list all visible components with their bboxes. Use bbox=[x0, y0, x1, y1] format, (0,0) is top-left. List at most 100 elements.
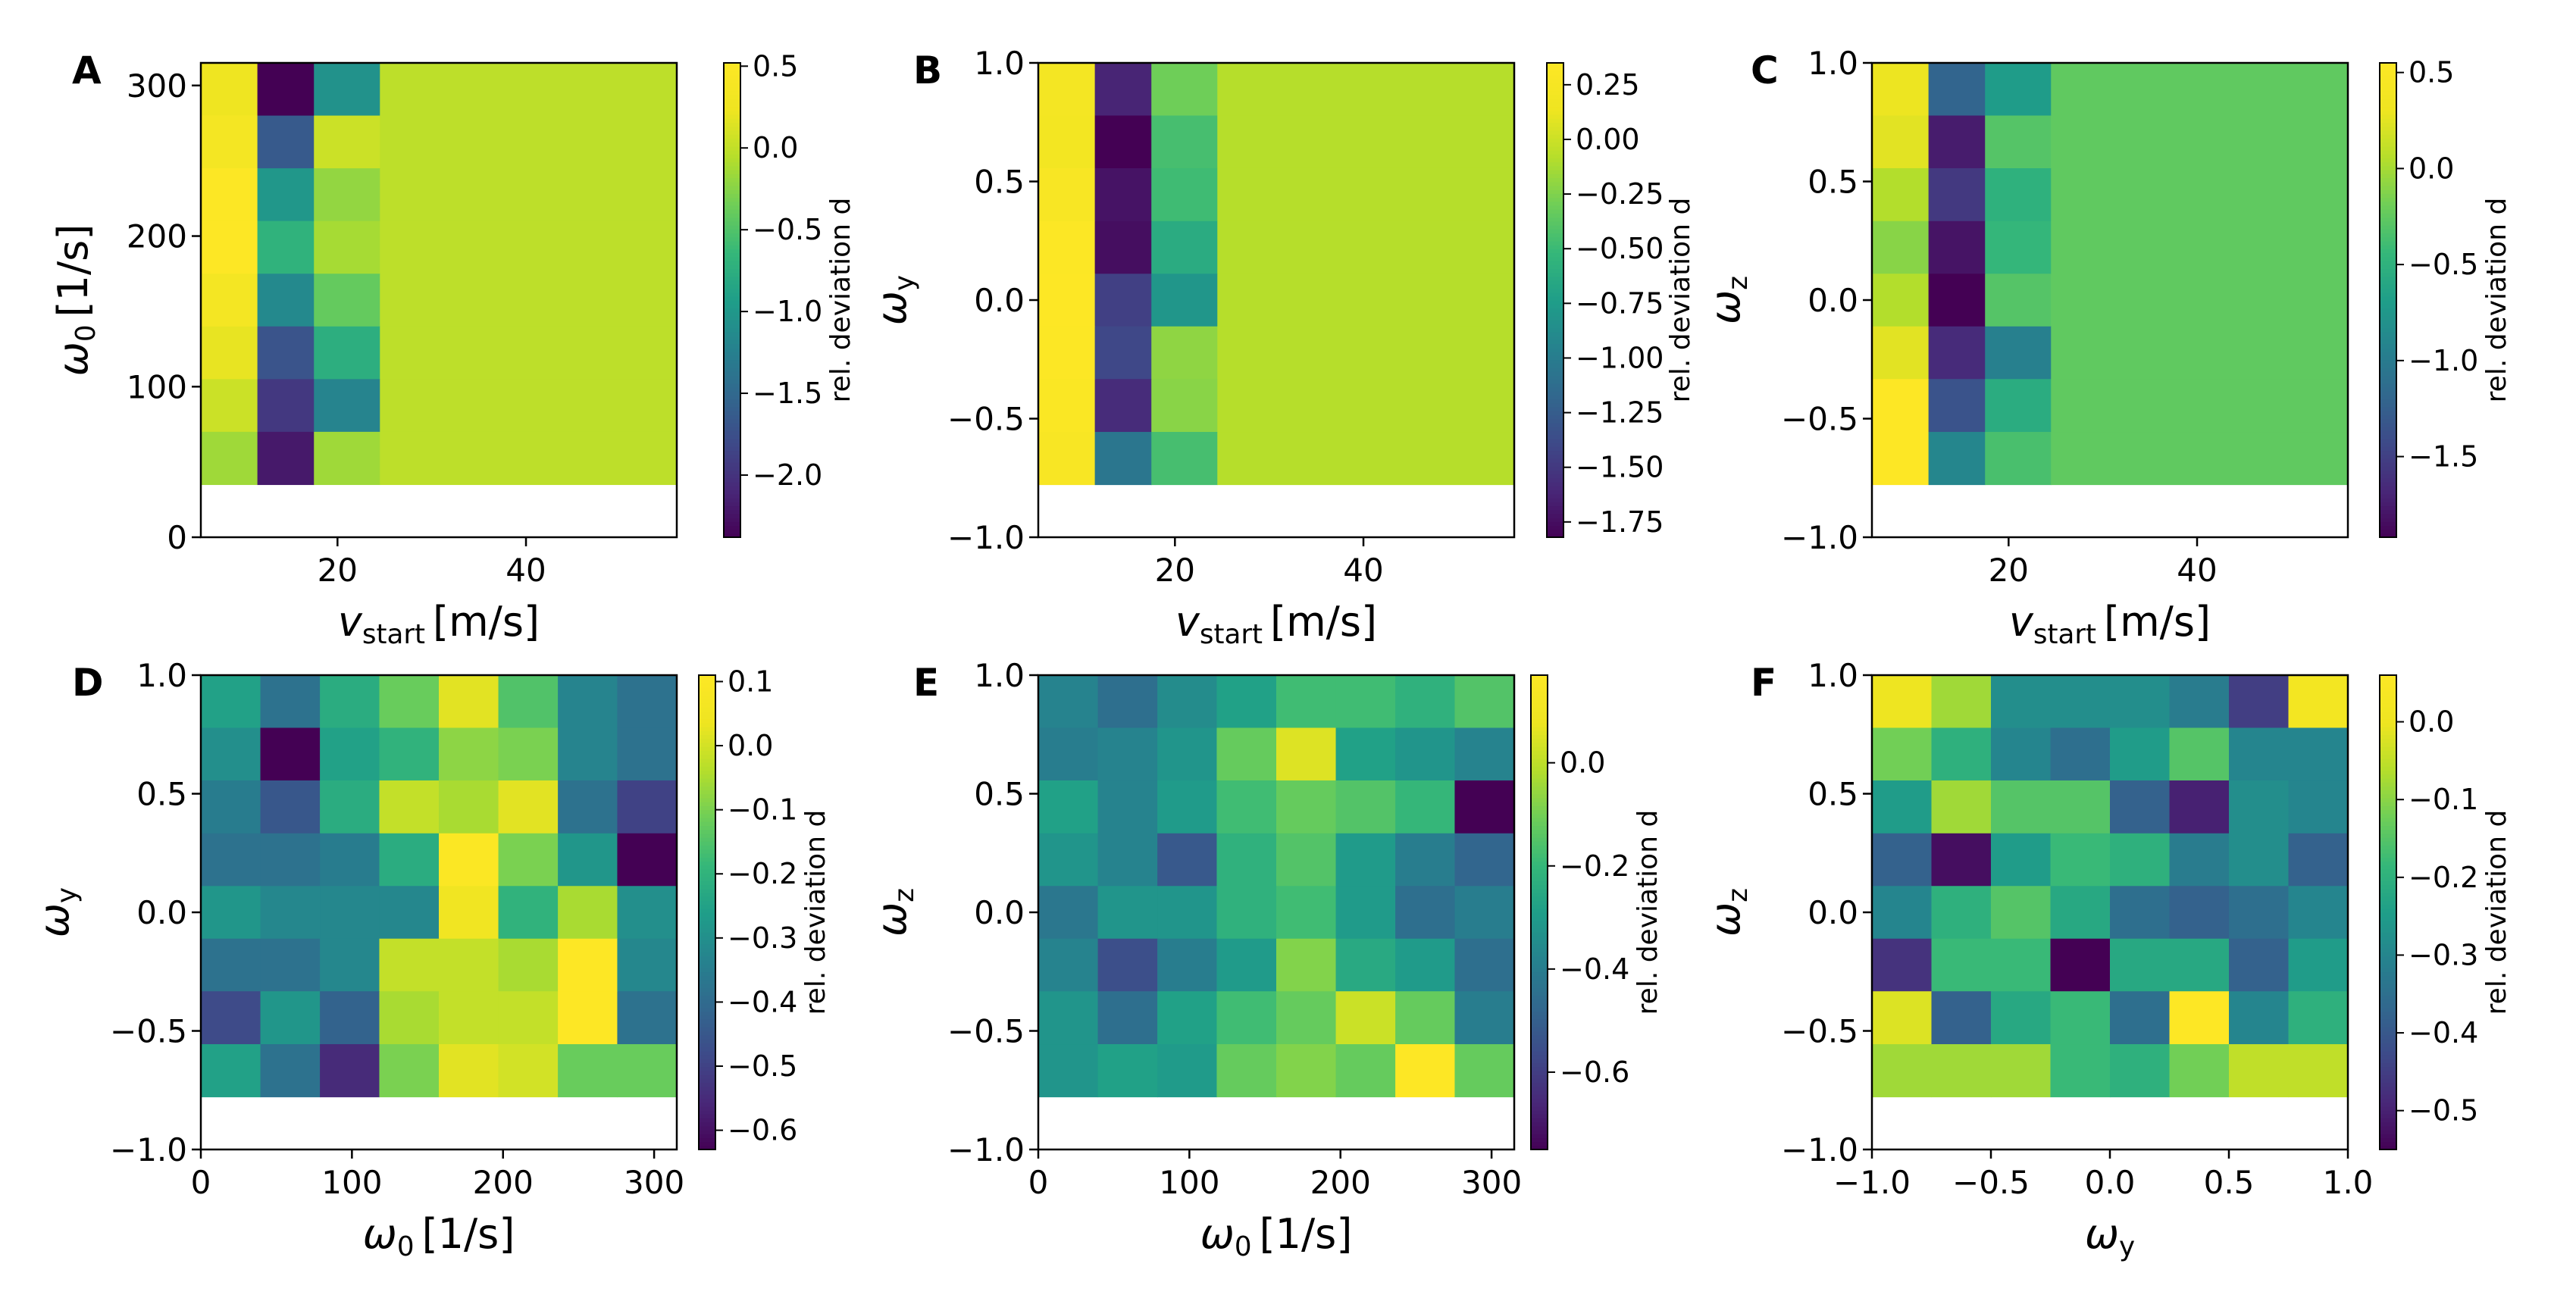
colorbar-segment bbox=[2380, 264, 2396, 270]
heatmap-cell bbox=[1395, 675, 1456, 729]
colorbar-segment bbox=[2380, 916, 2396, 921]
heatmap-cell bbox=[439, 727, 499, 781]
heatmap-cell bbox=[2110, 886, 2171, 940]
colorbar-segment bbox=[1531, 1134, 1548, 1139]
heatmap-cell bbox=[2110, 675, 2171, 729]
colorbar-segment bbox=[1547, 213, 1563, 218]
colorbar-segment bbox=[1547, 217, 1563, 222]
colorbar-segment bbox=[699, 1027, 715, 1032]
heatmap-cell bbox=[1216, 938, 1277, 992]
colorbar-segment bbox=[2380, 315, 2396, 321]
heatmap-cell bbox=[558, 727, 618, 781]
heatmap-cell bbox=[1038, 833, 1099, 887]
colorbar-tick-label: −2.0 bbox=[753, 458, 822, 492]
colorbar-segment bbox=[2380, 675, 2396, 680]
colorbar-segment bbox=[699, 1102, 715, 1107]
colorbar-segment bbox=[1547, 521, 1563, 527]
heatmap-cell bbox=[498, 727, 559, 781]
heatmap-cell bbox=[1276, 938, 1337, 992]
heatmap-cell bbox=[1216, 833, 1277, 887]
colorbar-segment bbox=[724, 142, 740, 147]
colorbar-segment bbox=[1531, 924, 1548, 929]
colorbar-segment bbox=[699, 1098, 715, 1103]
colorbar-tick-label: −0.2 bbox=[2409, 861, 2478, 894]
colorbar-segment bbox=[2380, 999, 2396, 1004]
colorbar-segment bbox=[1547, 138, 1563, 143]
colorbar-segment bbox=[699, 1137, 715, 1143]
colorbar-segment bbox=[724, 249, 740, 254]
colorbar-segment bbox=[724, 272, 740, 277]
heatmap-cells bbox=[201, 63, 678, 486]
heatmap-cell bbox=[498, 833, 559, 887]
colorbar-segment bbox=[1531, 1086, 1548, 1091]
heatmap-cell bbox=[1872, 938, 1933, 992]
colorbar-segment bbox=[699, 1134, 715, 1139]
colorbar-segment bbox=[2380, 509, 2396, 515]
colorbar-segment bbox=[724, 359, 740, 364]
colorbar-segment bbox=[1547, 288, 1563, 293]
colorbar-segment bbox=[2380, 268, 2396, 274]
colorbar-segment bbox=[699, 845, 715, 850]
colorbar-segment bbox=[2380, 786, 2396, 791]
colorbar-segment bbox=[2380, 426, 2396, 431]
colorbar-segment bbox=[2380, 963, 2396, 968]
colorbar-tick-label: −1.5 bbox=[2409, 440, 2478, 474]
colorbar-segment bbox=[724, 434, 740, 439]
heatmap-cell bbox=[1097, 833, 1158, 887]
colorbar-segment bbox=[2380, 936, 2396, 941]
colorbar-segment bbox=[1547, 122, 1563, 127]
colorbar-segment bbox=[1547, 233, 1563, 238]
colorbar-segment bbox=[724, 335, 740, 340]
colorbar-segment bbox=[724, 122, 740, 127]
colorbar-segment bbox=[699, 1046, 715, 1052]
colorbar-segment bbox=[699, 849, 715, 854]
colorbar-segment bbox=[1531, 877, 1548, 882]
y-axis-label: ωz bbox=[1701, 888, 1754, 937]
colorbar-segment bbox=[699, 865, 715, 870]
colorbar-segment bbox=[1531, 1106, 1548, 1111]
heatmap-cell bbox=[2229, 727, 2290, 781]
colorbar-segment bbox=[2380, 884, 2396, 890]
colorbar-segment bbox=[2380, 971, 2396, 977]
colorbar-segment bbox=[724, 224, 740, 230]
colorbar-segment bbox=[1531, 884, 1548, 890]
heatmap-cell bbox=[201, 1044, 261, 1098]
colorbar-segment bbox=[1531, 734, 1548, 740]
colorbar-segment bbox=[1547, 355, 1563, 361]
colorbar-segment bbox=[2380, 256, 2396, 261]
colorbar-segment bbox=[724, 260, 740, 265]
heatmap-cell bbox=[1985, 167, 2052, 222]
colorbar-segment bbox=[1531, 706, 1548, 712]
heatmap-cell bbox=[1151, 167, 1218, 222]
colorbar-segment bbox=[1531, 825, 1548, 830]
colorbar-segment bbox=[2380, 213, 2396, 218]
colorbar-segment bbox=[1531, 774, 1548, 779]
colorbar-segment bbox=[1531, 781, 1548, 787]
colorbar-tick-label: 0.0 bbox=[2409, 152, 2454, 185]
colorbar-segment bbox=[2380, 149, 2396, 155]
panel-letter: A bbox=[72, 48, 102, 92]
heatmap-cell bbox=[1216, 780, 1277, 834]
colorbar-segment bbox=[2380, 710, 2396, 715]
colorbar-segment bbox=[2380, 390, 2396, 396]
colorbar-segment bbox=[2380, 730, 2396, 736]
y-tick-label: 0.0 bbox=[1808, 282, 1858, 319]
colorbar-segment bbox=[2380, 497, 2396, 502]
heatmap-cell bbox=[1335, 780, 1396, 834]
colorbar-segment bbox=[2380, 722, 2396, 727]
colorbar-segment bbox=[699, 936, 715, 941]
colorbar-segment bbox=[724, 74, 740, 80]
colorbar-segment bbox=[1531, 1141, 1548, 1146]
colorbar-segment bbox=[699, 968, 715, 973]
x-tick-label: 300 bbox=[1461, 1164, 1522, 1201]
colorbar-segment bbox=[2380, 734, 2396, 740]
heatmap-cell bbox=[1395, 938, 1456, 992]
colorbar-segment bbox=[724, 296, 740, 301]
colorbar-segment bbox=[1547, 240, 1563, 246]
colorbar-segment bbox=[1531, 943, 1548, 949]
heatmap-cell bbox=[1276, 727, 1337, 781]
y-tick-label: 1.0 bbox=[1808, 657, 1858, 694]
colorbar-segment bbox=[699, 1121, 715, 1127]
heatmap-cell bbox=[380, 63, 678, 117]
colorbar-segment bbox=[2380, 454, 2396, 459]
